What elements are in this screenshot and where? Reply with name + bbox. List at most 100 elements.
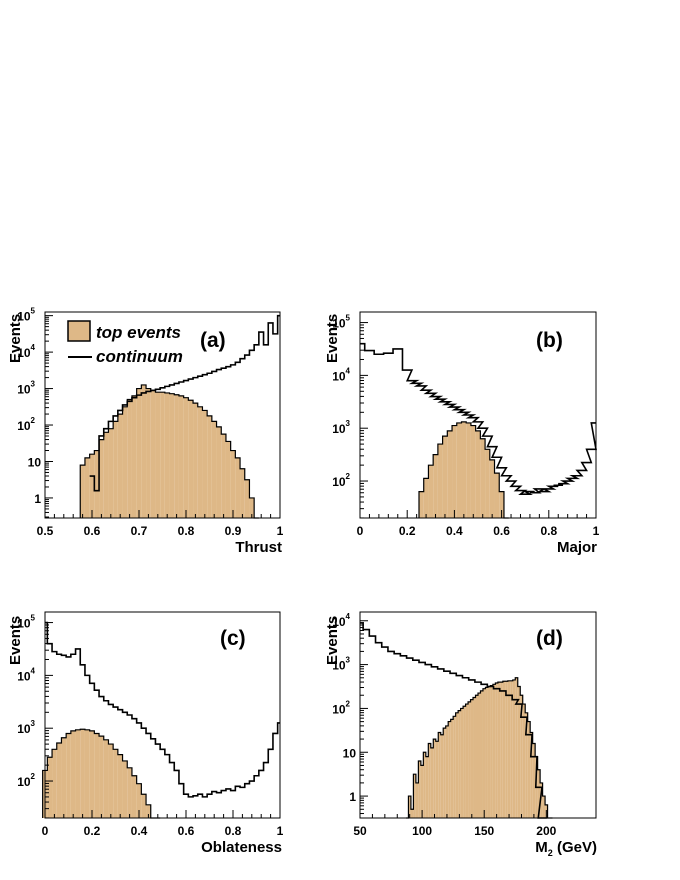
top-events-bin bbox=[410, 809, 414, 818]
top-events-bin bbox=[146, 388, 151, 518]
x-axis-title-subscript: 2 bbox=[548, 848, 553, 858]
top-events-outline bbox=[79, 384, 259, 519]
top-events-bin bbox=[103, 739, 109, 818]
top-events-bin bbox=[70, 730, 76, 818]
y-tick-exponent: 3 bbox=[346, 656, 351, 665]
x-tick-label: 0.6 bbox=[493, 524, 510, 538]
top-events-bin bbox=[113, 749, 118, 818]
top-events-bin bbox=[113, 421, 118, 518]
top-events-bin bbox=[485, 687, 488, 818]
top-events-bin bbox=[502, 681, 506, 818]
top-events-bin bbox=[499, 491, 504, 518]
top-events-bin bbox=[470, 425, 476, 518]
y-axis-title: Events bbox=[324, 616, 341, 665]
top-events-bin bbox=[230, 450, 236, 518]
top-events-bin bbox=[136, 388, 142, 518]
y-tick-exponent: 2 bbox=[31, 772, 36, 781]
top-events-bin bbox=[437, 444, 443, 518]
top-events-bin bbox=[456, 422, 462, 518]
top-events-bin bbox=[540, 782, 543, 818]
top-events-bin bbox=[537, 769, 541, 818]
x-axis-ticks: 50 100 150 200 bbox=[353, 810, 557, 838]
top-events-bin bbox=[466, 422, 471, 518]
panel-tag: (a) bbox=[200, 329, 226, 352]
top-events-bin bbox=[463, 706, 466, 818]
top-events-bin bbox=[408, 796, 411, 818]
x-tick-label: 0.6 bbox=[178, 824, 195, 838]
continuum-step bbox=[360, 622, 547, 819]
top-events-bin bbox=[480, 438, 486, 518]
top-events-bin bbox=[453, 716, 456, 818]
y-tick-label: 103 bbox=[332, 419, 350, 436]
top-events-bin bbox=[430, 747, 434, 818]
x-axis-ticks: 0 0.2 0.4 0.6 0.8 1 bbox=[357, 510, 600, 538]
top-events-bin bbox=[480, 690, 483, 818]
top-events-bin bbox=[136, 783, 142, 818]
continuum-step bbox=[45, 621, 280, 798]
top-events-outline bbox=[418, 421, 509, 519]
top-events-bin bbox=[61, 737, 67, 818]
top-events-bin bbox=[475, 430, 481, 518]
x-tick-label: 0 bbox=[42, 824, 49, 838]
y-axis-title: Events bbox=[7, 616, 24, 665]
top-events-bin bbox=[99, 736, 104, 818]
y-tick-mantissa: 10 bbox=[17, 419, 31, 433]
top-events-bin bbox=[517, 686, 521, 818]
x-tick-label: 0.5 bbox=[37, 524, 54, 538]
top-events-bin bbox=[94, 450, 100, 518]
x-tick-label: 0.4 bbox=[131, 824, 148, 838]
y-tick-mantissa: 10 bbox=[332, 475, 346, 489]
top-events-bin bbox=[507, 680, 511, 818]
top-events-bin bbox=[440, 734, 444, 818]
x-tick-label: 0.6 bbox=[84, 524, 101, 538]
y-tick-mantissa: 10 bbox=[17, 310, 31, 324]
legend: top events continuum bbox=[67, 320, 183, 366]
top-events-bin bbox=[216, 426, 222, 518]
y-tick-exponent: 3 bbox=[31, 719, 36, 728]
top-events-bin bbox=[197, 406, 203, 518]
top-events-fill bbox=[79, 384, 259, 519]
top-events-bin bbox=[117, 754, 123, 818]
top-events-bin bbox=[183, 397, 189, 518]
y-tick-mantissa: 10 bbox=[332, 659, 346, 673]
top-events-bin bbox=[240, 468, 245, 518]
panel-tag: (d) bbox=[536, 627, 563, 650]
top-events-bin bbox=[423, 752, 426, 818]
y-tick-label: 103 bbox=[17, 380, 35, 397]
top-events-bin bbox=[127, 399, 132, 518]
top-events-bin bbox=[75, 729, 81, 818]
top-events-bin bbox=[443, 728, 446, 818]
plot-frame bbox=[359, 311, 597, 519]
top-events-bin bbox=[450, 719, 454, 818]
x-axis-ticks: 0 0.2 0.4 0.6 0.8 1 bbox=[42, 810, 284, 838]
legend-top-swatch bbox=[67, 320, 91, 342]
y-tick-exponent: 5 bbox=[346, 314, 351, 323]
y-tick-mantissa: 10 bbox=[17, 775, 31, 789]
plot-frame bbox=[44, 611, 281, 819]
x-tick-label: 0.2 bbox=[399, 524, 416, 538]
x-axis-ticks: 0.5 0.6 0.7 0.8 0.9 1 bbox=[37, 510, 284, 538]
y-tick-label: 103 bbox=[332, 656, 350, 673]
continuum-line bbox=[360, 342, 597, 496]
top-events-bin bbox=[89, 730, 95, 818]
top-events-bin bbox=[452, 425, 457, 518]
x-tick-label: 0.8 bbox=[540, 524, 557, 538]
top-events-bin bbox=[475, 695, 478, 818]
top-events-bin bbox=[207, 415, 212, 518]
y-tick-mantissa: 10 bbox=[17, 346, 31, 360]
y-tick-label: 1 bbox=[349, 790, 356, 804]
y-tick-label: 103 bbox=[17, 719, 35, 736]
y-tick-exponent: 3 bbox=[346, 419, 351, 428]
top-events-bin bbox=[428, 743, 431, 818]
y-tick-label: 102 bbox=[332, 699, 350, 716]
top-events-bin bbox=[155, 392, 161, 518]
continuum-step bbox=[89, 314, 280, 492]
y-tick-mantissa: 10 bbox=[332, 702, 346, 716]
y-tick-mantissa: 10 bbox=[332, 422, 346, 436]
x-tick-label: 1 bbox=[277, 824, 284, 838]
top-events-bin bbox=[131, 395, 137, 518]
y-tick-label: 104 bbox=[17, 666, 35, 683]
